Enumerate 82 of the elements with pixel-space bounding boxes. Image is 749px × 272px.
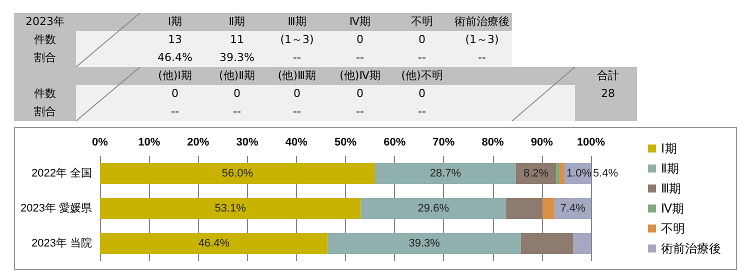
text: 28: [600, 86, 616, 102]
text: Ⅱ期: [228, 14, 246, 30]
legend-label: Ⅲ期: [661, 182, 681, 196]
text: --: [417, 50, 427, 66]
bar: [520, 233, 574, 254]
text: (他)Ⅰ期: [157, 68, 193, 84]
text: 件数: [33, 86, 57, 102]
text: 術前治療後: [454, 14, 510, 30]
bar: [556, 163, 560, 184]
text: --: [417, 104, 427, 120]
text: --: [170, 104, 180, 120]
text: 件数: [33, 32, 57, 48]
text: --: [292, 50, 302, 66]
text: 0: [418, 86, 426, 102]
text: --: [232, 104, 242, 120]
data-label: 39.3%: [408, 238, 440, 250]
text: --: [292, 104, 302, 120]
text: 合計: [596, 68, 620, 84]
text: 割合: [33, 104, 57, 120]
text: Ⅲ期: [286, 14, 308, 30]
bar: [100, 163, 375, 184]
text: 不明: [411, 15, 433, 28]
legend-label: Ⅰ期: [661, 142, 677, 156]
x-tick-label: 70%: [432, 136, 455, 148]
data-label: 8.2%: [523, 168, 549, 180]
text: 割合: [33, 50, 57, 66]
x-tick-label: 90%: [530, 136, 554, 148]
bar: [573, 233, 591, 254]
y-tick-label: 2022年 全国: [31, 168, 92, 180]
x-tick-label: 60%: [384, 136, 406, 148]
text: 46.4%: [156, 50, 194, 66]
legend-label: Ⅳ期: [661, 202, 684, 216]
text: 0: [418, 32, 426, 48]
text: (他)不明: [400, 68, 444, 84]
text: Ⅰ期: [166, 14, 184, 30]
text: 0: [356, 32, 364, 48]
text: --: [355, 50, 365, 66]
bar: [100, 233, 328, 254]
y-tick-label: 2023年 当院: [31, 236, 92, 250]
bar: [374, 163, 516, 184]
legend-label: 不明: [661, 222, 685, 236]
text: 11: [229, 32, 245, 48]
x-tick-label: 40%: [285, 136, 308, 148]
bar: [560, 163, 564, 184]
y-tick-label: 2023年 愛媛県: [20, 202, 92, 214]
text: 0: [232, 86, 242, 102]
data-label: 46.4%: [198, 238, 230, 250]
x-tick-label: 10%: [138, 136, 160, 148]
x-tick-label: 30%: [236, 136, 259, 148]
x-tick-label: 20%: [187, 136, 210, 148]
bar: [360, 198, 506, 219]
text: (1～3): [464, 32, 500, 48]
text: --: [477, 50, 487, 66]
data-label: 28.7%: [430, 168, 462, 180]
data-label: 53.1%: [214, 202, 246, 214]
text: 0: [292, 86, 302, 102]
legend-label: Ⅱ期: [661, 162, 679, 176]
bar: [100, 198, 361, 219]
text: (他)Ⅲ期: [276, 68, 318, 84]
text: (他)Ⅱ期: [218, 68, 256, 84]
data-label: 29.6%: [418, 202, 450, 214]
x-tick-label: 0%: [92, 136, 108, 148]
text: (他)Ⅳ期: [338, 68, 382, 84]
text: 0: [170, 86, 180, 102]
data-label: 5.4%: [593, 168, 618, 180]
data-label: 1.0%: [566, 168, 592, 180]
data-label: 7.4%: [560, 202, 586, 214]
bar: [542, 198, 555, 219]
x-tick-label: 50%: [334, 136, 357, 148]
text: 0: [356, 86, 364, 102]
text: Ⅳ期: [348, 14, 372, 30]
text: 2023年: [24, 14, 66, 30]
text: 13: [167, 32, 183, 48]
text: 39.3%: [218, 50, 256, 66]
data-label: 56.0%: [222, 168, 254, 180]
legend-label: 術前治療後: [661, 242, 721, 256]
x-tick-label: 80%: [482, 136, 504, 148]
bar: [328, 233, 521, 254]
bar: [506, 198, 542, 219]
text: --: [355, 104, 365, 120]
x-tick-label: 100%: [576, 136, 606, 148]
text: (1～3): [279, 32, 315, 48]
